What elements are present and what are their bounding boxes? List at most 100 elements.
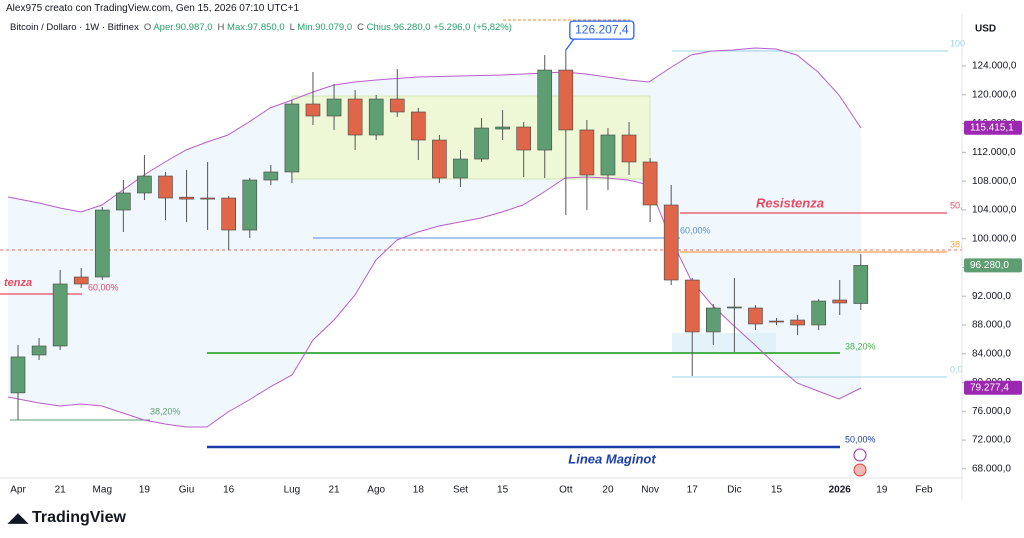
price-label: 115.415,1 bbox=[970, 122, 1014, 133]
candle-body bbox=[368, 98, 384, 136]
event-icon[interactable] bbox=[853, 463, 867, 477]
field-key: L bbox=[289, 22, 295, 33]
candle-body bbox=[748, 307, 763, 325]
candle-body bbox=[600, 134, 616, 176]
y-tick-label: 120.000,0 bbox=[972, 89, 1017, 100]
candle-body bbox=[10, 356, 26, 394]
candle-body bbox=[495, 126, 510, 130]
candle-body bbox=[200, 197, 215, 200]
y-tick-label: 88.000,0 bbox=[972, 320, 1011, 331]
change: +5.296,0 (+5,82%) bbox=[433, 22, 512, 33]
x-tick-label: 19 bbox=[139, 485, 151, 496]
fib-label: 50,00% bbox=[845, 434, 876, 444]
y-tick-label: 76.000,0 bbox=[972, 406, 1011, 417]
high-pointer bbox=[565, 38, 575, 51]
y-tick-label: 84.000,0 bbox=[972, 348, 1011, 359]
fib-label: 0,0 bbox=[950, 364, 963, 374]
field-value: Chius.96.280,0 bbox=[366, 22, 431, 33]
x-tick-label: Ott bbox=[559, 485, 573, 496]
candle-body bbox=[432, 139, 447, 179]
price-label-box bbox=[964, 380, 1022, 395]
x-tick-label: 21 bbox=[328, 485, 340, 496]
fib-label: 100 bbox=[950, 38, 965, 48]
candle-body bbox=[94, 209, 110, 278]
candle-body bbox=[811, 300, 826, 326]
chart: Resistenza tenza Linea Maginot 60,00% 60… bbox=[0, 14, 1022, 500]
candle-body bbox=[558, 69, 574, 131]
candle-body bbox=[137, 175, 152, 194]
y-tick-label: 68.000,0 bbox=[972, 464, 1011, 475]
y-tick-label: 112.000,0 bbox=[972, 147, 1016, 158]
price-label: 96.280,0 bbox=[970, 260, 1009, 271]
candle-body bbox=[411, 111, 426, 141]
x-tick-label: 2026 bbox=[829, 485, 852, 496]
candle-body bbox=[727, 306, 742, 309]
y-tick-label: 124.000,0 bbox=[972, 61, 1017, 72]
candle-body bbox=[31, 345, 47, 356]
candle-body bbox=[284, 103, 300, 173]
candle-body bbox=[790, 319, 805, 326]
x-tick-label: 15 bbox=[497, 485, 509, 496]
field-value: Aper.90.987,0 bbox=[153, 22, 213, 33]
candle-body bbox=[305, 103, 321, 117]
candle-body bbox=[453, 158, 468, 179]
candle-body bbox=[116, 192, 131, 211]
candle-body bbox=[769, 320, 784, 323]
x-tick-label: 20 bbox=[602, 485, 614, 496]
x-tick-label: Mag bbox=[93, 485, 112, 496]
x-tick-label: Giu bbox=[179, 485, 195, 496]
resistance-label: Resistenza bbox=[756, 195, 824, 210]
candle-body bbox=[474, 127, 489, 160]
credit: Alex975 creato con TradingView.com, Gen … bbox=[6, 3, 300, 14]
fib-label: 38,20% bbox=[150, 406, 181, 416]
field-key: H bbox=[217, 22, 225, 33]
candle-body bbox=[537, 69, 553, 151]
fib-label: 60,00% bbox=[88, 282, 119, 292]
x-tick-label: Set bbox=[453, 485, 468, 496]
candle-body bbox=[684, 279, 700, 333]
fib-label: 38, bbox=[950, 239, 963, 249]
candle-body bbox=[853, 265, 869, 304]
y-tick-label: 100.000,0 bbox=[972, 233, 1017, 244]
maginot-label: Linea Maginot bbox=[568, 451, 656, 466]
x-tick-label: 18 bbox=[413, 485, 425, 496]
fib-label: 38,20% bbox=[845, 341, 876, 351]
fib-label: 60,00% bbox=[680, 225, 711, 235]
x-tick-label: Lug bbox=[284, 485, 301, 496]
y-tick-label: 104.000,0 bbox=[972, 205, 1017, 216]
price-label-box bbox=[964, 120, 1022, 135]
event-icon[interactable] bbox=[853, 448, 867, 462]
field-key: O bbox=[143, 22, 152, 33]
candle-body bbox=[326, 98, 342, 117]
x-tick-label: 21 bbox=[55, 485, 67, 496]
candle-body bbox=[389, 98, 405, 113]
y-tick-label: 108.000,0 bbox=[972, 176, 1017, 187]
candle-body bbox=[221, 197, 236, 231]
candle-body bbox=[158, 175, 173, 199]
field-value: Max.97.850,0 bbox=[227, 22, 285, 33]
field-value: Min.90.079,0 bbox=[297, 22, 353, 33]
y-tick-label: 72.000,0 bbox=[972, 435, 1011, 446]
x-tick-label: Ago bbox=[367, 485, 385, 496]
field-key: C bbox=[357, 22, 364, 33]
logo: ◢◣ TradingView bbox=[8, 509, 126, 526]
x-tick-label: Nov bbox=[641, 485, 659, 496]
fib-label: 50, bbox=[950, 200, 963, 210]
x-tick-label: 19 bbox=[876, 485, 888, 496]
x-tick-label: 17 bbox=[687, 485, 699, 496]
high-callout bbox=[569, 20, 635, 40]
resistance-left-label: tenza bbox=[4, 277, 32, 289]
price-label-box bbox=[964, 258, 1022, 273]
candle-body bbox=[263, 171, 279, 181]
candle-body bbox=[242, 179, 258, 231]
candle-body bbox=[832, 299, 848, 304]
candle-body bbox=[663, 204, 679, 281]
drawings: Resistenza tenza Linea Maginot 60,00% 60… bbox=[0, 19, 965, 477]
x-tick-label: Dic bbox=[727, 485, 741, 496]
x-tick-label: 16 bbox=[223, 485, 235, 496]
candle-body bbox=[347, 98, 363, 136]
x-tick-label: 15 bbox=[771, 485, 783, 496]
x-tick-label: Feb bbox=[915, 485, 933, 496]
candle-body bbox=[179, 196, 194, 200]
